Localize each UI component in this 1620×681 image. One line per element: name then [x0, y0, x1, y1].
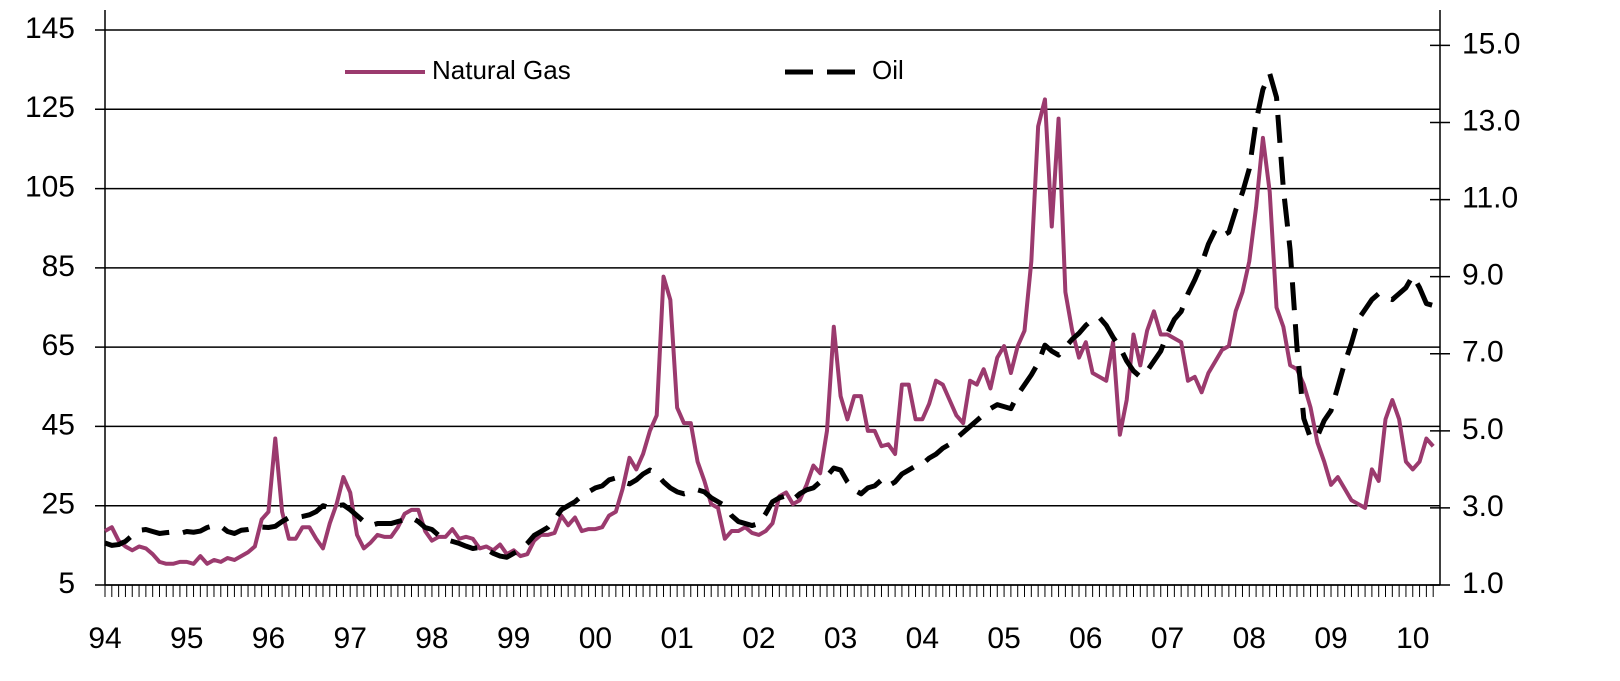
x-tick-label: 99 [497, 622, 530, 655]
y-tick-label: 105 [25, 170, 75, 203]
x-tick-label: 08 [1233, 622, 1266, 655]
y2-tick-label: 13.0 [1462, 104, 1520, 137]
x-tick-label: 02 [742, 622, 775, 655]
x-tick-label: 94 [88, 622, 121, 655]
x-tick-label: 07 [1151, 622, 1184, 655]
x-tick-label: 06 [1069, 622, 1102, 655]
y-tick-label: 85 [42, 250, 75, 283]
y2-tick-label: 15.0 [1462, 27, 1520, 60]
y2-tick-label: 3.0 [1462, 490, 1504, 523]
y2-tick-label: 7.0 [1462, 336, 1504, 369]
series-line [104, 97, 1435, 566]
x-tick-label: 09 [1314, 622, 1347, 655]
y2-tick-label: 1.0 [1462, 567, 1504, 600]
y-tick-label: 5 [58, 567, 75, 600]
x-tick-label: 04 [906, 622, 939, 655]
x-tick-label: 10 [1396, 622, 1429, 655]
y2-tick-label: 5.0 [1462, 413, 1504, 446]
x-tick-label: 01 [660, 622, 693, 655]
x-tick-label: 96 [252, 622, 285, 655]
legend-label: Natural Gas [432, 55, 571, 85]
y-tick-label: 25 [42, 488, 75, 521]
x-tick-label: 95 [170, 622, 203, 655]
y-tick-label: 45 [42, 408, 75, 441]
legend-label: Oil [872, 55, 904, 85]
x-tick-label: 03 [824, 622, 857, 655]
y2-tick-label: 11.0 [1462, 182, 1518, 215]
x-tick-label: 98 [415, 622, 448, 655]
y-tick-label: 145 [25, 12, 75, 45]
y2-tick-label: 9.0 [1462, 259, 1504, 292]
y-tick-label: 65 [42, 329, 75, 362]
series-line [104, 71, 1434, 560]
x-tick-label: 00 [579, 622, 612, 655]
y-tick-label: 125 [25, 91, 75, 124]
x-tick-label: 05 [987, 622, 1020, 655]
x-tick-label: 97 [334, 622, 367, 655]
